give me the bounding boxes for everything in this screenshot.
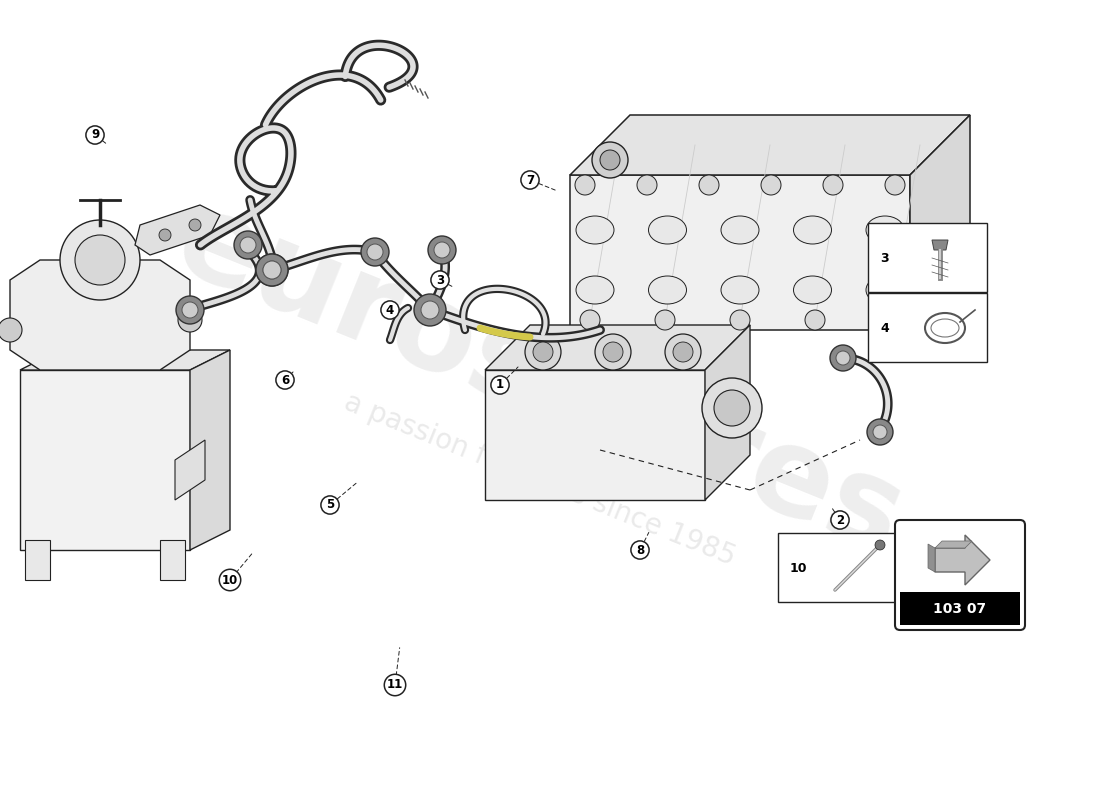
Circle shape (595, 334, 631, 370)
Circle shape (256, 254, 288, 286)
Text: 3: 3 (880, 251, 889, 265)
Ellipse shape (649, 216, 686, 244)
Text: 4: 4 (386, 303, 394, 317)
FancyBboxPatch shape (895, 520, 1025, 630)
Polygon shape (570, 175, 910, 330)
Circle shape (673, 342, 693, 362)
Ellipse shape (866, 276, 904, 304)
Circle shape (874, 540, 886, 550)
Ellipse shape (720, 276, 759, 304)
Circle shape (263, 261, 280, 279)
Text: eurospares: eurospares (160, 181, 921, 579)
Text: 10: 10 (790, 562, 807, 574)
Circle shape (367, 244, 383, 260)
Circle shape (698, 175, 719, 195)
Polygon shape (485, 370, 705, 500)
Text: 4: 4 (880, 322, 889, 334)
Text: 103 07: 103 07 (934, 602, 987, 616)
Polygon shape (705, 325, 750, 500)
Polygon shape (20, 370, 190, 550)
Circle shape (836, 351, 850, 365)
Circle shape (702, 378, 762, 438)
Text: 5: 5 (326, 498, 334, 511)
Text: 9: 9 (91, 129, 99, 142)
Polygon shape (935, 535, 990, 585)
Circle shape (575, 175, 595, 195)
Polygon shape (10, 260, 190, 370)
Polygon shape (20, 350, 230, 370)
Polygon shape (570, 115, 970, 175)
Circle shape (60, 220, 140, 300)
Text: a passion for parts since 1985: a passion for parts since 1985 (340, 389, 740, 571)
Circle shape (761, 175, 781, 195)
Circle shape (414, 294, 446, 326)
Circle shape (234, 231, 262, 259)
Circle shape (805, 310, 825, 330)
Circle shape (240, 237, 256, 253)
Polygon shape (175, 440, 205, 500)
Circle shape (256, 254, 288, 286)
Polygon shape (910, 115, 970, 330)
Text: 11: 11 (387, 678, 403, 691)
Text: 10: 10 (222, 574, 238, 586)
FancyBboxPatch shape (900, 592, 1020, 625)
FancyBboxPatch shape (778, 533, 896, 602)
FancyBboxPatch shape (868, 293, 987, 362)
Circle shape (730, 310, 750, 330)
Ellipse shape (649, 276, 686, 304)
Polygon shape (190, 350, 230, 550)
Polygon shape (160, 540, 185, 580)
Text: 2: 2 (836, 514, 844, 526)
FancyBboxPatch shape (868, 223, 987, 292)
Circle shape (434, 242, 450, 258)
Circle shape (867, 419, 893, 445)
Polygon shape (485, 325, 750, 370)
Circle shape (580, 310, 600, 330)
Circle shape (263, 261, 280, 279)
Circle shape (361, 238, 389, 266)
Polygon shape (935, 541, 972, 548)
Circle shape (823, 175, 843, 195)
Circle shape (534, 342, 553, 362)
Circle shape (525, 334, 561, 370)
Circle shape (592, 142, 628, 178)
Circle shape (880, 310, 900, 330)
Circle shape (189, 219, 201, 231)
Circle shape (637, 175, 657, 195)
Circle shape (603, 342, 623, 362)
Polygon shape (928, 544, 935, 572)
Ellipse shape (576, 276, 614, 304)
Ellipse shape (793, 216, 832, 244)
Polygon shape (932, 240, 948, 250)
Circle shape (428, 236, 456, 264)
Circle shape (886, 175, 905, 195)
Polygon shape (25, 540, 50, 580)
Text: 3: 3 (436, 274, 444, 286)
Circle shape (0, 318, 22, 342)
Circle shape (176, 296, 204, 324)
Circle shape (182, 302, 198, 318)
Text: 7: 7 (526, 174, 535, 186)
Circle shape (654, 310, 675, 330)
Text: 1: 1 (496, 378, 504, 391)
Circle shape (421, 301, 439, 319)
Circle shape (178, 308, 202, 332)
Circle shape (75, 235, 125, 285)
Polygon shape (135, 205, 220, 255)
Ellipse shape (576, 216, 614, 244)
Ellipse shape (866, 216, 904, 244)
Circle shape (600, 150, 620, 170)
Ellipse shape (720, 216, 759, 244)
Text: 8: 8 (636, 543, 645, 557)
Circle shape (160, 229, 170, 241)
Circle shape (666, 334, 701, 370)
Circle shape (873, 425, 887, 439)
Ellipse shape (793, 276, 832, 304)
Circle shape (830, 345, 856, 371)
Text: 6: 6 (280, 374, 289, 386)
Circle shape (714, 390, 750, 426)
